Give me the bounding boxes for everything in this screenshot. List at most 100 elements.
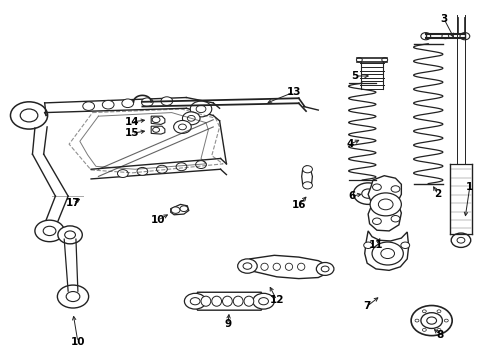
Ellipse shape [261,263,268,270]
Polygon shape [244,255,329,279]
Text: 13: 13 [287,87,301,97]
Circle shape [372,218,381,225]
Circle shape [187,116,195,121]
Text: 16: 16 [292,200,306,210]
Circle shape [35,220,64,242]
Circle shape [382,58,388,62]
Circle shape [259,298,269,305]
Circle shape [370,193,401,216]
Polygon shape [302,166,313,188]
Polygon shape [365,231,409,270]
Text: 17: 17 [66,198,80,208]
Text: 2: 2 [434,189,441,199]
Text: 6: 6 [348,191,355,201]
Text: 1: 1 [466,182,473,192]
Circle shape [381,248,394,258]
Circle shape [372,184,381,190]
Circle shape [427,317,437,324]
Circle shape [422,328,426,331]
Text: 9: 9 [224,319,231,329]
Text: 4: 4 [346,139,354,149]
Polygon shape [193,292,266,310]
Circle shape [83,102,95,111]
Circle shape [157,165,167,173]
Circle shape [190,101,212,117]
Polygon shape [368,176,401,231]
Text: 8: 8 [437,330,444,340]
Circle shape [422,310,426,313]
Circle shape [190,298,200,305]
Text: 7: 7 [364,301,371,311]
Circle shape [118,170,128,177]
Ellipse shape [201,296,211,306]
Circle shape [460,33,470,40]
Polygon shape [151,126,165,134]
Ellipse shape [233,296,243,306]
Circle shape [65,231,75,239]
Text: 10: 10 [71,337,85,347]
Circle shape [196,161,206,168]
Circle shape [253,293,274,309]
Circle shape [442,34,449,39]
Circle shape [451,233,471,247]
Circle shape [364,242,372,248]
Circle shape [243,263,252,269]
Circle shape [122,99,134,108]
Circle shape [391,216,400,222]
Ellipse shape [297,263,305,270]
Circle shape [58,226,82,244]
Ellipse shape [222,296,232,306]
Circle shape [444,319,448,322]
Circle shape [457,237,465,243]
Circle shape [43,226,56,235]
Circle shape [152,117,160,123]
Text: 5: 5 [351,71,359,81]
Circle shape [378,199,393,210]
Ellipse shape [285,263,293,270]
Circle shape [356,58,362,62]
Text: 12: 12 [270,295,284,305]
Ellipse shape [244,296,254,306]
Text: 10: 10 [151,215,165,225]
Circle shape [317,262,334,275]
Circle shape [173,121,191,134]
Circle shape [238,259,257,273]
Circle shape [411,306,452,336]
Polygon shape [151,116,165,125]
Circle shape [303,166,313,173]
Circle shape [184,293,206,309]
Ellipse shape [212,296,221,306]
Circle shape [303,182,313,189]
Circle shape [391,186,400,192]
Circle shape [415,319,419,322]
Circle shape [66,292,80,302]
Circle shape [182,112,200,125]
Circle shape [196,105,206,113]
Circle shape [20,109,38,122]
Circle shape [137,167,148,175]
Text: 3: 3 [440,14,447,24]
Text: 11: 11 [368,240,383,250]
Circle shape [176,163,187,171]
Text: 14: 14 [124,117,139,127]
Circle shape [321,266,329,272]
Circle shape [421,313,442,328]
Circle shape [178,124,186,130]
Circle shape [353,183,383,204]
Text: 15: 15 [124,129,139,138]
Polygon shape [171,204,189,215]
Circle shape [437,328,441,331]
Circle shape [102,100,114,109]
Circle shape [180,206,188,212]
Circle shape [362,189,374,198]
Circle shape [153,127,159,132]
Circle shape [57,285,89,308]
Circle shape [142,98,153,107]
Circle shape [372,242,403,265]
Circle shape [437,310,441,313]
Circle shape [401,242,410,248]
Ellipse shape [273,263,280,270]
Circle shape [10,102,48,129]
Circle shape [421,33,431,40]
Circle shape [161,97,172,105]
